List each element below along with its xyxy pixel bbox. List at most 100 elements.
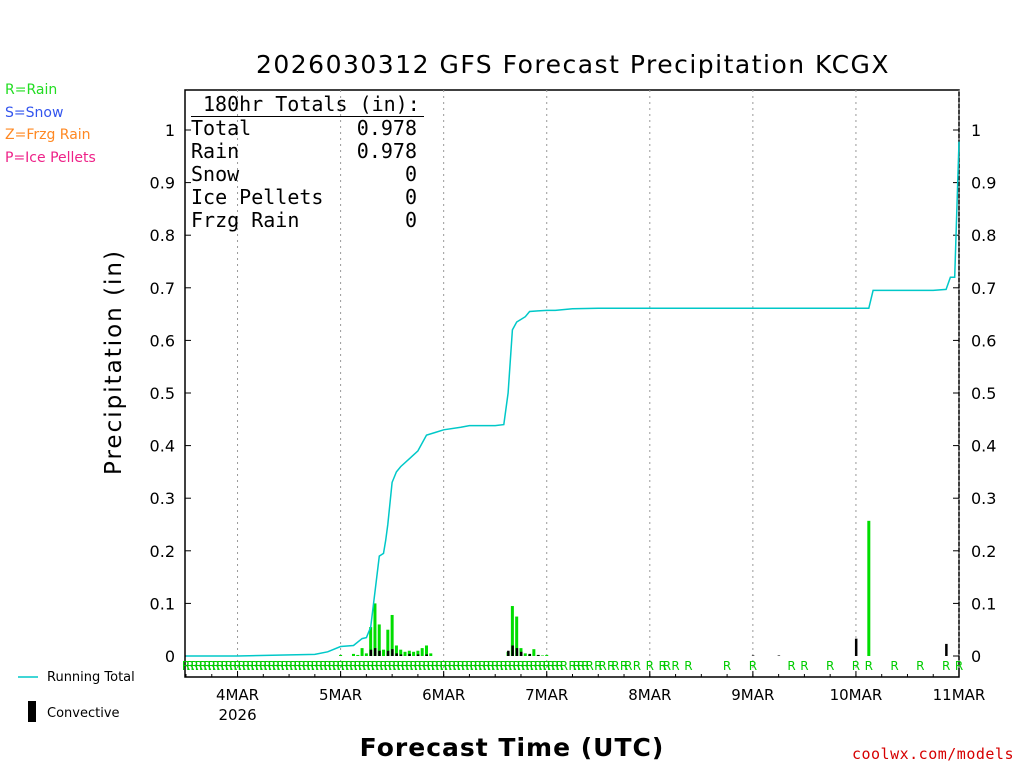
rain-bar bbox=[390, 614, 394, 656]
precip-type-marker: R bbox=[865, 659, 873, 673]
precip-type-marker: R bbox=[324, 659, 332, 673]
totals-box: 180hr Totals (in): Total 0.978 Rain 0.97… bbox=[191, 93, 431, 232]
x-tick-label: 7MAR bbox=[525, 686, 568, 704]
precip-type-marker: R bbox=[452, 659, 460, 673]
precip-type-marker: R bbox=[684, 659, 692, 673]
precip-type-marker: R bbox=[568, 659, 576, 673]
convective-bar bbox=[537, 654, 540, 656]
precip-type-marker: R bbox=[311, 659, 319, 673]
convective-bar bbox=[511, 645, 514, 656]
y-tick-label-right: 0 bbox=[971, 647, 981, 666]
convective-bar bbox=[945, 643, 948, 656]
convective-bar bbox=[391, 649, 394, 656]
y-tick-label-left: 0.2 bbox=[150, 542, 175, 561]
totals-row-ice-pellets: Ice Pellets 0 bbox=[191, 186, 431, 209]
legend-convective-swatch bbox=[28, 701, 36, 722]
credit-text: coolwx.com/models bbox=[851, 745, 1014, 763]
precip-type-marker: R bbox=[238, 659, 246, 673]
rain-bar bbox=[399, 649, 403, 656]
rain-bar bbox=[540, 655, 544, 656]
convective-bar bbox=[408, 653, 411, 656]
convective-bar bbox=[386, 650, 390, 656]
chart-title: 2026030312 GFS Forecast Precipitation KC… bbox=[255, 50, 891, 79]
rain-bar bbox=[394, 645, 398, 656]
precip-type-marker: R bbox=[521, 659, 529, 673]
precip-type-marker: R bbox=[371, 659, 379, 673]
convective-bar bbox=[528, 653, 532, 656]
legend-running-total-label: Running Total bbox=[47, 670, 135, 685]
precip-type-marker: R bbox=[306, 659, 314, 673]
totals-value: 0.978 bbox=[356, 116, 417, 140]
precip-type-marker: R bbox=[272, 659, 280, 673]
x-tick-label: 9MAR bbox=[731, 686, 774, 704]
x-tick-label: 8MAR bbox=[628, 686, 671, 704]
y-tick-label-left: 1 bbox=[165, 121, 175, 140]
rain-bar bbox=[360, 648, 364, 656]
precip-type-marker: R bbox=[487, 659, 495, 673]
precip-type-marker: R bbox=[268, 659, 276, 673]
precip-type-marker: R bbox=[409, 659, 417, 673]
rain-bar bbox=[356, 654, 360, 656]
convective-bar bbox=[519, 651, 523, 656]
x-tick-label: 5MAR bbox=[319, 686, 362, 704]
y-tick-label-right: 0.3 bbox=[971, 489, 996, 508]
precip-type-marker: R bbox=[573, 659, 581, 673]
rain-bar bbox=[420, 648, 424, 656]
precip-type-marker: R bbox=[199, 659, 207, 673]
precip-type-marker: R bbox=[457, 659, 465, 673]
precip-type-marker: R bbox=[513, 659, 521, 673]
precip-type-marker: R bbox=[212, 659, 220, 673]
precip-type-marker: R bbox=[190, 659, 198, 673]
precip-type-marker: R bbox=[366, 659, 374, 673]
precip-type-marker: R bbox=[551, 659, 559, 673]
legend-ice-pellets: P=Ice Pellets bbox=[5, 150, 96, 166]
totals-header: 180hr Totals (in): bbox=[191, 93, 424, 117]
rain-bar bbox=[429, 653, 433, 656]
precip-type-marker: R bbox=[534, 659, 542, 673]
precip-type-marker: R bbox=[384, 659, 392, 673]
legend-convective-label: Convective bbox=[47, 706, 120, 721]
precip-type-marker: R bbox=[598, 659, 606, 673]
convective-bar bbox=[515, 648, 519, 656]
precip-type-marker: R bbox=[671, 659, 679, 673]
convective-bar bbox=[395, 653, 398, 656]
rain-bar bbox=[403, 651, 407, 656]
precip-type-marker: R bbox=[787, 659, 795, 673]
rain-bar bbox=[523, 653, 527, 656]
precip-type-marker: R bbox=[646, 659, 654, 673]
x-axis-label: Forecast Time (UTC) bbox=[359, 733, 665, 762]
precip-type-marker: R bbox=[319, 659, 327, 673]
rain-bar bbox=[867, 520, 871, 656]
legend-rain: R=Rain bbox=[5, 82, 58, 98]
totals-label: Ice Pellets bbox=[191, 185, 324, 209]
convective-bar bbox=[751, 655, 755, 656]
rain-bar bbox=[407, 650, 411, 656]
precip-type-marker: R bbox=[749, 659, 757, 673]
y-tick-label-right: 0.9 bbox=[971, 174, 996, 193]
precip-type-marker: R bbox=[354, 659, 362, 673]
precip-type-marker: R bbox=[543, 659, 551, 673]
precip-type-marker: R bbox=[422, 659, 430, 673]
precip-type-marker: R bbox=[448, 659, 456, 673]
y-tick-label-left: 0.7 bbox=[150, 279, 175, 298]
precip-type-marker: R bbox=[581, 659, 589, 673]
totals-row-snow: Snow 0 bbox=[191, 163, 431, 186]
y-tick-label-right: 0.7 bbox=[971, 279, 996, 298]
precip-type-marker: R bbox=[508, 659, 516, 673]
rain-bar bbox=[532, 649, 536, 656]
precip-type-marker: R bbox=[220, 659, 228, 673]
precip-type-marker: R bbox=[916, 659, 924, 673]
convective-bar bbox=[507, 650, 510, 656]
precip-type-marker: R bbox=[379, 659, 387, 673]
rain-bar bbox=[369, 627, 373, 656]
convective-bar bbox=[369, 649, 373, 656]
precip-type-marker: R bbox=[208, 659, 216, 673]
rain-bar bbox=[382, 649, 386, 656]
precip-type-marker: R bbox=[577, 659, 585, 673]
precip-type-marker: R bbox=[392, 659, 400, 673]
y-tick-label-left: 0.1 bbox=[150, 594, 175, 613]
precip-type-marker: R bbox=[500, 659, 508, 673]
precip-type-marker: R bbox=[341, 659, 349, 673]
convective-bar bbox=[416, 654, 420, 656]
